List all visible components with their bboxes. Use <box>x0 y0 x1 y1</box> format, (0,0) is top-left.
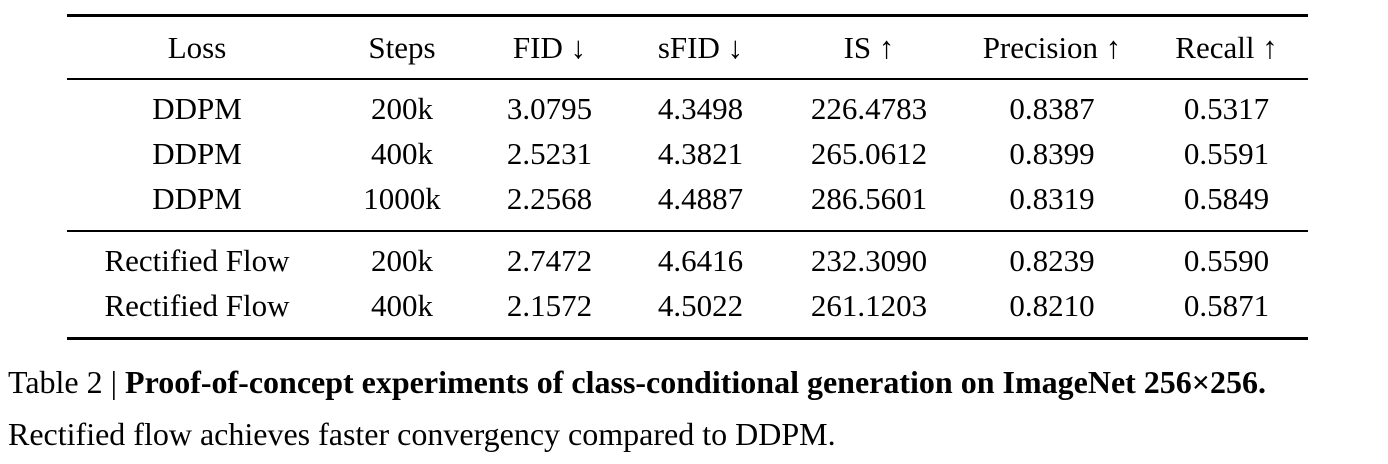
cell-steps: 400k <box>371 287 433 323</box>
cell-precision: 0.8399 <box>1009 135 1095 171</box>
cell-loss: Rectified Flow <box>104 287 290 323</box>
table-row: DDPM 1000k 2.2568 4.4887 286.5601 0.8319… <box>67 176 1308 231</box>
caption-line-1: Table 2 | Proof-of-concept experiments o… <box>8 356 1388 408</box>
cell-recall: 0.5590 <box>1183 242 1270 278</box>
cell-recall: 0.5849 <box>1183 180 1270 216</box>
caption-bold-text: Proof-of-concept experiments of class-co… <box>125 364 1267 400</box>
column-header-is: IS ↑ <box>843 29 895 65</box>
column-header-steps: Steps <box>368 29 436 65</box>
table-row: Rectified Flow 200k 2.7472 4.6416 232.30… <box>67 231 1308 283</box>
cell-recall: 0.5317 <box>1183 90 1270 126</box>
cell-precision: 0.8387 <box>1009 90 1095 126</box>
cell-fid: 2.1572 <box>506 287 593 323</box>
cell-sfid: 4.5022 <box>657 287 744 323</box>
caption-label: Table 2 | <box>8 364 118 400</box>
cell-is: 261.1203 <box>810 287 928 323</box>
table-group-ddpm: DDPM 200k 3.0795 4.3498 226.4783 0.8387 … <box>67 79 1308 231</box>
table-header-row: Loss Steps FID ↓ sFID ↓ IS ↑ Precision ↑… <box>67 16 1308 80</box>
cell-sfid: 4.3821 <box>657 135 744 171</box>
cell-sfid: 4.4887 <box>657 180 744 216</box>
results-table-container: Loss Steps FID ↓ sFID ↓ IS ↑ Precision ↑… <box>67 14 1308 340</box>
column-header-fid: FID ↓ <box>512 29 587 65</box>
caption-line-2: Rectified flow achieves faster convergen… <box>8 416 836 452</box>
table-row: DDPM 400k 2.5231 4.3821 265.0612 0.8399 … <box>67 131 1308 176</box>
cell-recall: 0.5591 <box>1183 135 1270 171</box>
cell-loss: Rectified Flow <box>104 242 290 278</box>
cell-loss: DDPM <box>152 90 242 126</box>
cell-precision: 0.8239 <box>1009 242 1095 278</box>
cell-precision: 0.8210 <box>1009 287 1095 323</box>
cell-is: 265.0612 <box>810 135 928 171</box>
column-header-loss: Loss <box>167 29 227 65</box>
results-table: Loss Steps FID ↓ sFID ↓ IS ↑ Precision ↑… <box>67 14 1308 340</box>
table-header: Loss Steps FID ↓ sFID ↓ IS ↑ Precision ↑… <box>67 16 1308 80</box>
cell-fid: 2.2568 <box>506 180 593 216</box>
table-row: Rectified Flow 400k 2.1572 4.5022 261.12… <box>67 283 1308 339</box>
cell-loss: DDPM <box>152 180 242 216</box>
cell-is: 232.3090 <box>810 242 928 278</box>
cell-precision: 0.8319 <box>1009 180 1095 216</box>
cell-fid: 3.0795 <box>506 90 593 126</box>
cell-loss: DDPM <box>152 135 242 171</box>
table-caption: Table 2 | Proof-of-concept experiments o… <box>8 356 1388 460</box>
table-row: DDPM 200k 3.0795 4.3498 226.4783 0.8387 … <box>67 79 1308 131</box>
column-header-precision: Precision ↑ <box>982 29 1122 65</box>
column-header-recall: Recall ↑ <box>1175 29 1278 65</box>
cell-is: 226.4783 <box>810 90 928 126</box>
cell-sfid: 4.6416 <box>657 242 744 278</box>
cell-steps: 1000k <box>363 180 441 216</box>
cell-steps: 200k <box>371 242 433 278</box>
cell-fid: 2.5231 <box>506 135 593 171</box>
cell-steps: 200k <box>371 90 433 126</box>
cell-recall: 0.5871 <box>1183 287 1270 323</box>
table-group-rectified-flow: Rectified Flow 200k 2.7472 4.6416 232.30… <box>67 231 1308 339</box>
cell-fid: 2.7472 <box>506 242 593 278</box>
cell-is: 286.5601 <box>810 180 928 216</box>
cell-steps: 400k <box>371 135 433 171</box>
cell-sfid: 4.3498 <box>657 90 744 126</box>
column-header-sfid: sFID ↓ <box>657 29 744 65</box>
